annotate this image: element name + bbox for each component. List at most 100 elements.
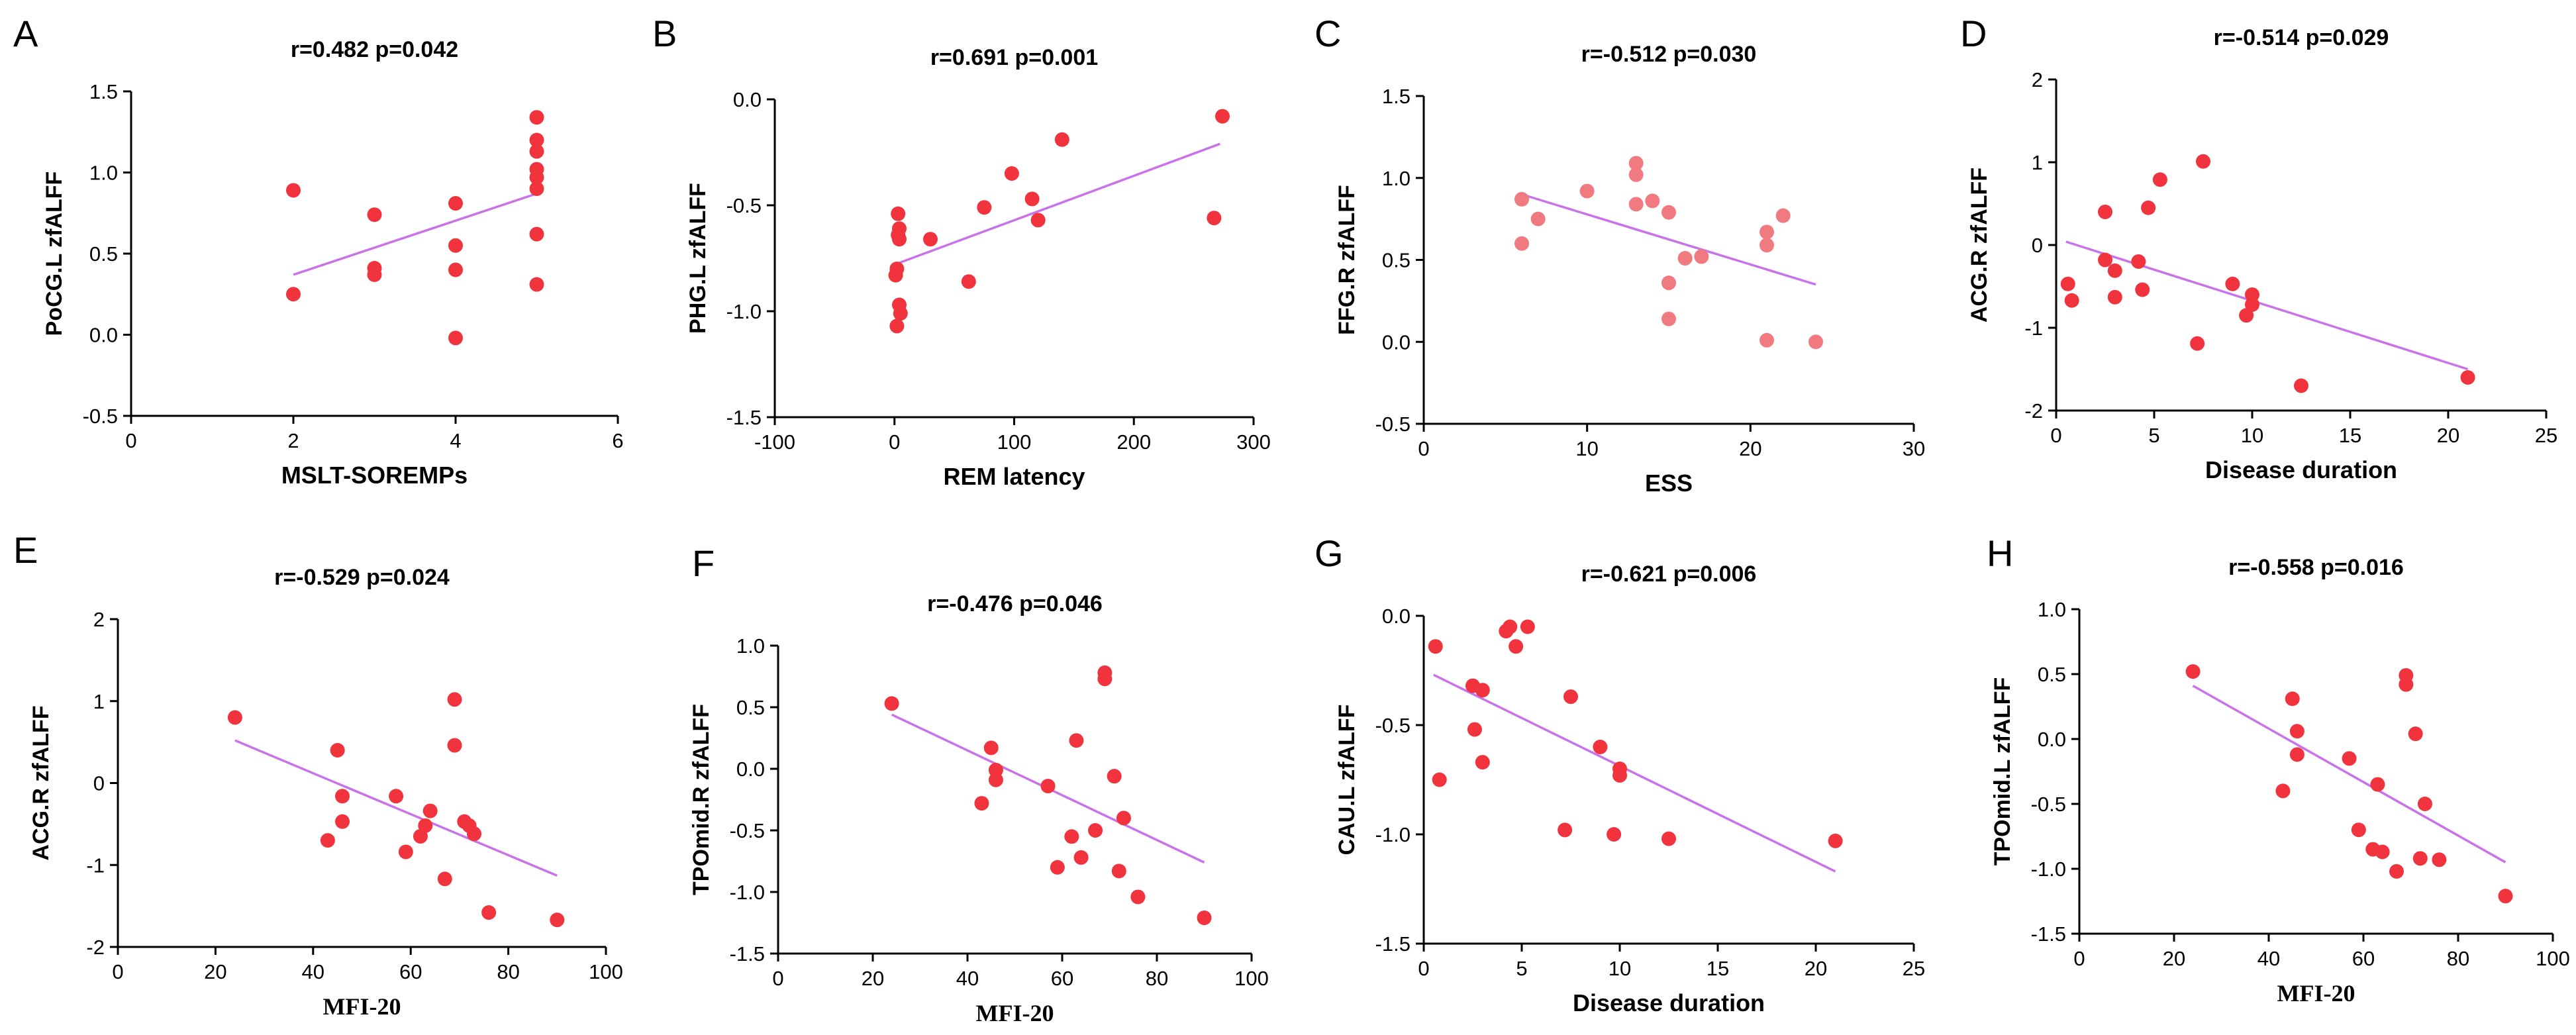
data-point-e xyxy=(335,814,350,829)
data-point-e xyxy=(320,833,335,848)
regression-line-c xyxy=(1521,193,1816,286)
data-point-d xyxy=(2064,293,2079,308)
data-point-g xyxy=(1503,619,1518,634)
data-point-c xyxy=(1661,205,1676,220)
data-point-a xyxy=(448,330,463,346)
data-point-h xyxy=(2285,691,2300,707)
data-point-g xyxy=(1432,772,1447,787)
x-tick-label-h: 100 xyxy=(2536,947,2570,970)
data-point-a xyxy=(529,170,544,185)
data-point-a xyxy=(529,132,544,148)
y-axis-label-a: PoCG.L zfALFF xyxy=(42,172,67,336)
x-axis-label-d: Disease duration xyxy=(2205,456,2397,483)
regression-line-h xyxy=(2192,685,2506,863)
panel-f: Fr=-0.476 p=0.046 -1.5 -1.0 -0.5 0.0 0.5 1.0 0 2… xyxy=(689,542,1269,1026)
data-point-b xyxy=(889,319,905,334)
data-point-b xyxy=(1004,166,1019,181)
data-point-c xyxy=(1808,334,1823,350)
data-point-h xyxy=(2375,844,2390,860)
x-tick-label-e: 100 xyxy=(589,960,623,983)
x-tick-label-g: 0 xyxy=(1418,957,1429,980)
x-tick-label-g: 20 xyxy=(1805,957,1827,980)
panel-letter-h: H xyxy=(1987,532,2013,574)
data-point-a xyxy=(529,277,544,292)
x-tick-label-a: 4 xyxy=(450,429,461,452)
x-axis-label-c: ESS xyxy=(1645,469,1693,497)
x-tick-label-d: 10 xyxy=(2241,424,2263,447)
x-tick-label-c: 0 xyxy=(1418,437,1429,460)
data-point-c xyxy=(1759,332,1774,348)
data-point-a xyxy=(529,110,544,125)
stats-title-e: r=-0.529 p=0.024 xyxy=(274,565,450,590)
data-point-c xyxy=(1645,193,1660,209)
data-point-h xyxy=(2185,664,2201,679)
x-tick-label-h: 0 xyxy=(2073,947,2085,970)
stats-title-b: r=0.691 p=0.001 xyxy=(930,45,1098,70)
x-tick-label-g: 25 xyxy=(1903,957,1925,980)
y-tick-label-d: 2 xyxy=(2032,68,2043,91)
y-tick-label-a: -0.5 xyxy=(83,405,118,428)
data-point-d xyxy=(2239,308,2254,323)
data-point-d xyxy=(2060,276,2075,291)
data-point-h xyxy=(2370,777,2385,792)
regression-line-a xyxy=(293,192,538,276)
data-point-d xyxy=(2245,297,2259,312)
data-point-c xyxy=(1677,251,1693,266)
x-tick-label-e: 60 xyxy=(399,960,422,983)
data-point-f xyxy=(884,696,899,711)
y-tick-label-g: -0.5 xyxy=(1375,714,1411,737)
data-point-g xyxy=(1520,619,1535,634)
data-point-a xyxy=(529,226,544,242)
y-tick-label-a: 1.5 xyxy=(89,80,118,103)
x-axis-label-h: MFI-20 xyxy=(2277,980,2355,1007)
y-tick-label-g: 0.0 xyxy=(1382,605,1411,628)
panel-letter-f: F xyxy=(692,542,715,584)
regression-line-g xyxy=(1433,673,1836,873)
panel-letter-g: G xyxy=(1314,532,1344,574)
data-point-d xyxy=(2294,378,2308,393)
data-point-c xyxy=(1628,156,1644,171)
x-tick-label-e: 0 xyxy=(112,960,123,983)
y-tick-label-e: 2 xyxy=(93,608,105,631)
x-tick-label-b: 300 xyxy=(1236,430,1271,454)
data-point-f xyxy=(1097,671,1113,687)
y-tick-label-f: 1.0 xyxy=(736,634,765,658)
x-tick-label-h: 80 xyxy=(2447,947,2469,970)
data-point-c xyxy=(1694,249,1709,264)
x-tick-label-h: 60 xyxy=(2352,947,2375,970)
x-tick-label-f: 0 xyxy=(772,967,783,990)
y-tick-label-c: 1.5 xyxy=(1382,85,1411,108)
data-point-f xyxy=(1107,769,1122,784)
data-point-g xyxy=(1661,831,1676,846)
x-tick-label-d: 20 xyxy=(2437,424,2459,447)
y-axis-label-d: ACG.R zfALFF xyxy=(1967,168,1992,322)
data-point-h xyxy=(2289,724,2304,739)
x-tick-label-b: 200 xyxy=(1116,430,1151,454)
data-point-e xyxy=(335,789,350,804)
y-tick-label-d: 1 xyxy=(2032,151,2043,174)
data-point-h xyxy=(2399,677,2414,692)
data-point-d xyxy=(2098,252,2112,268)
data-point-e xyxy=(437,871,452,887)
stats-title-f: r=-0.476 p=0.046 xyxy=(927,591,1103,616)
data-point-a xyxy=(448,196,463,211)
panel-b: Br=0.691 p=0.001 -1.5 -1.0 -0.5 0.0 -100 0 100 2… xyxy=(652,13,1271,490)
x-axis-label-g: Disease duration xyxy=(1573,989,1765,1016)
data-point-f xyxy=(1088,823,1103,838)
data-point-h xyxy=(2351,822,2366,838)
data-point-f xyxy=(1116,811,1131,826)
data-point-b xyxy=(888,268,903,283)
x-tick-label-e: 40 xyxy=(302,960,324,983)
x-tick-label-a: 2 xyxy=(287,429,299,452)
stats-title-c: r=-0.512 p=0.030 xyxy=(1581,42,1757,67)
data-point-c xyxy=(1661,311,1676,326)
regression-line-e xyxy=(234,739,558,877)
y-tick-label-c: 1.0 xyxy=(1382,167,1411,190)
data-point-e xyxy=(227,710,242,725)
x-axis-label-b: REM latency xyxy=(943,463,1085,490)
data-point-b xyxy=(1215,109,1230,124)
y-tick-label-a: 1.0 xyxy=(89,162,118,185)
data-point-b xyxy=(891,227,906,242)
